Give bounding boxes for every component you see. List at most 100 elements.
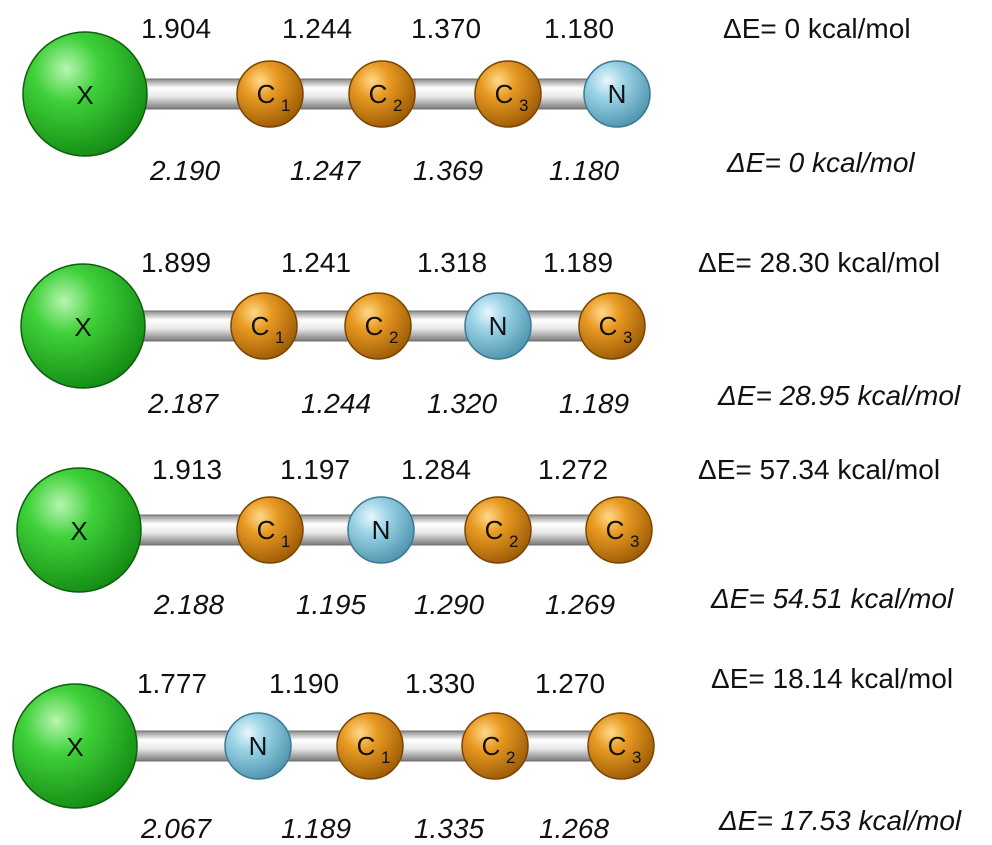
- atom-row-2-3: C 2: [344, 292, 412, 360]
- atom-label: X: [66, 732, 83, 762]
- atom-row-1-2: C 1: [236, 60, 304, 128]
- carbon-atom: [230, 292, 298, 360]
- energy-bottom: ΔE= 28.95 kcal/mol: [717, 380, 961, 411]
- carbon-atom: [578, 292, 646, 360]
- energy-top: ΔE= 18.14 kcal/mol: [711, 663, 953, 694]
- halogen-atom: [22, 31, 148, 157]
- atom-subscript: 3: [623, 328, 632, 347]
- carbon-atom: [336, 712, 404, 780]
- carbon-atom: [344, 292, 412, 360]
- atom-row-3-2: C 1: [236, 496, 304, 564]
- bond-length-bottom: 1.320: [427, 388, 497, 419]
- atom-subscript: 2: [389, 328, 398, 347]
- atom-label: C: [608, 731, 627, 761]
- atom-subscript: 1: [281, 96, 290, 115]
- bond-length-bottom: 2.188: [153, 589, 224, 620]
- bond-length-top: 1.190: [269, 668, 339, 699]
- energy-top: ΔE= 57.34 kcal/mol: [698, 454, 940, 485]
- halogen-atom: [16, 467, 142, 593]
- atom-label: C: [599, 311, 618, 341]
- atom-row-3-4: C 2: [464, 496, 532, 564]
- atom-row-4-4: C 2: [461, 712, 529, 780]
- atom-row-1-3: C 2: [348, 60, 416, 128]
- nitrogen-atom: [224, 712, 292, 780]
- carbon-atom: [474, 60, 542, 128]
- atom-label: C: [495, 79, 514, 109]
- bond-length-top: 1.272: [538, 454, 608, 485]
- bond-length-top: 1.244: [282, 13, 352, 44]
- atom-row-1-x: X: [22, 31, 148, 157]
- carbon-atom: [587, 712, 655, 780]
- atom-label: C: [485, 515, 504, 545]
- atom-label: X: [70, 516, 87, 546]
- atom-row-1-4: C 3: [474, 60, 542, 128]
- bond-length-top: 1.284: [401, 454, 471, 485]
- atom-subscript: 1: [275, 328, 284, 347]
- bond-length-bottom: 2.190: [149, 155, 220, 186]
- bond-length-bottom: 2.187: [147, 388, 219, 419]
- atom-label: C: [251, 311, 270, 341]
- nitrogen-atom: [464, 292, 532, 360]
- atom-row-2-5: C 3: [578, 292, 646, 360]
- atom-subscript: 3: [519, 96, 528, 115]
- halogen-atom: [12, 683, 138, 809]
- atom-label: C: [257, 79, 276, 109]
- atom-label: X: [74, 312, 91, 342]
- atom-row-4-x: X: [12, 683, 138, 809]
- bond-length-bottom: 1.195: [296, 589, 366, 620]
- atom-row-2-4: N: [464, 292, 532, 360]
- atom-label: C: [357, 731, 376, 761]
- bond-length-bottom: 1.189: [559, 388, 629, 419]
- atom-row-4-3: C 1: [336, 712, 404, 780]
- atom-label: X: [76, 80, 93, 110]
- energy-top: ΔE= 28.30 kcal/mol: [698, 247, 940, 278]
- bond-length-bottom: 1.244: [301, 388, 371, 419]
- bond-length-bottom: 1.269: [545, 589, 615, 620]
- structure-row-1: X C 1 C 2 C 3 N 1.904 1.244 1.370 1.180 …: [22, 13, 915, 186]
- atom-subscript: 1: [281, 532, 290, 551]
- carbon-atom: [348, 60, 416, 128]
- bond-length-bottom: 1.268: [539, 813, 609, 844]
- atom-row-4-2: N: [224, 712, 292, 780]
- atom-row-3-x: X: [16, 467, 142, 593]
- atom-label: C: [365, 311, 384, 341]
- energy-top: ΔE= 0 kcal/mol: [723, 13, 911, 44]
- structure-row-3: X C 1 N C 2 C 3 1.913 1.197 1.284 1.272 …: [16, 454, 954, 620]
- bond-length-top: 1.777: [137, 668, 207, 699]
- bond-length-bottom: 1.290: [414, 589, 484, 620]
- atom-row-2-x: X: [20, 263, 146, 389]
- bond-length-top: 1.899: [141, 247, 211, 278]
- bond-length-bottom: 1.369: [413, 155, 483, 186]
- bond-length-top: 1.904: [141, 13, 211, 44]
- atom-row-4-5: C 3: [587, 712, 655, 780]
- nitrogen-atom: [347, 496, 415, 564]
- atom-label: N: [372, 515, 391, 545]
- atom-label: C: [606, 515, 625, 545]
- atom-subscript: 3: [632, 748, 641, 767]
- atom-row-2-2: C 1: [230, 292, 298, 360]
- bond-length-top: 1.318: [417, 247, 487, 278]
- atom-label: C: [257, 515, 276, 545]
- carbon-atom: [236, 496, 304, 564]
- atom-subscript: 2: [509, 532, 518, 551]
- bond-length-top: 1.180: [544, 13, 614, 44]
- structure-row-4: X N C 1 C 2 C 3 1.777 1.190 1.330 1.270 …: [12, 663, 962, 844]
- carbon-atom: [585, 496, 653, 564]
- nitrogen-atom: [583, 60, 651, 128]
- energy-bottom: ΔE= 17.53 kcal/mol: [718, 805, 962, 836]
- bond-length-top: 1.197: [280, 454, 350, 485]
- atom-row-3-5: C 3: [585, 496, 653, 564]
- atom-label: C: [369, 79, 388, 109]
- bond-length-bottom: 2.067: [140, 813, 212, 844]
- bond-length-bottom: 1.247: [290, 155, 361, 186]
- atom-row-1-5: N: [583, 60, 651, 128]
- bond-length-bottom: 1.335: [414, 813, 484, 844]
- carbon-atom: [461, 712, 529, 780]
- atom-subscript: 3: [630, 532, 639, 551]
- bond-length-bottom: 1.189: [281, 813, 351, 844]
- carbon-atom: [236, 60, 304, 128]
- bond-length-top: 1.370: [411, 13, 481, 44]
- bond-length-top: 1.913: [152, 454, 222, 485]
- atom-subscript: 2: [506, 748, 515, 767]
